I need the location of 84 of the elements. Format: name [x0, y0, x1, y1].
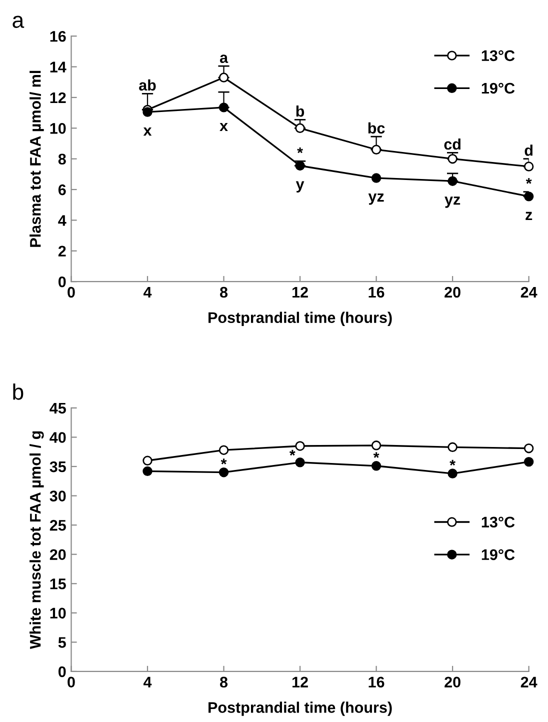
y-tick-label: 14: [50, 62, 66, 72]
point: [142, 456, 152, 466]
x-tick-label: 8: [220, 286, 228, 298]
x-axis-title: Postprandial time (hours): [208, 312, 392, 326]
point: [524, 456, 534, 467]
y-tick-label: 45: [50, 402, 66, 414]
y-tick-label: 10: [50, 123, 66, 134]
point: [218, 72, 229, 82]
annotation: x: [143, 128, 152, 136]
point: [295, 441, 305, 451]
y-tick-label: 4: [58, 215, 66, 226]
y-tick-label: 16: [50, 30, 66, 42]
annotation: *: [220, 458, 227, 464]
point: [295, 160, 305, 171]
annotation: *: [526, 178, 532, 184]
annotation: a: [220, 54, 228, 63]
y-tick-label: 0: [58, 666, 66, 678]
annotation: bc: [368, 122, 385, 134]
y-tick-label: 2: [58, 246, 66, 256]
y-axis-title: White muscle tot FAA µmol / g: [30, 431, 44, 650]
legend-label: 13°C: [482, 50, 515, 62]
legend-label: 13°C: [482, 516, 515, 528]
y-tick-label: 30: [50, 490, 66, 502]
x-axis-title: Postprandial time (hours): [208, 702, 392, 716]
y-tick-label: 5: [58, 637, 66, 648]
annotation: x: [220, 122, 228, 132]
point: [448, 176, 458, 186]
point: [524, 443, 534, 454]
point: [371, 144, 382, 154]
legend-label: 19°C: [482, 549, 515, 560]
x-tick-label: 12: [292, 676, 308, 688]
x-tick-label: 24: [520, 286, 538, 298]
point: [218, 445, 229, 455]
annotation: d: [524, 144, 532, 156]
y-tick-label: 10: [50, 608, 66, 619]
annotation: y: [296, 181, 304, 192]
point: [371, 440, 382, 450]
annotation: yz: [444, 196, 460, 208]
annotation: *: [297, 147, 303, 154]
point: [371, 461, 382, 471]
chart-title: a: [12, 16, 24, 28]
point: [218, 467, 229, 478]
annotation: *: [373, 452, 380, 458]
y-tick-label: 6: [58, 184, 66, 196]
point: [295, 458, 305, 468]
x-tick-label: 16: [368, 286, 384, 298]
point: [524, 162, 534, 172]
legend-label: 19°C: [482, 82, 515, 94]
x-tick-label: 8: [220, 676, 228, 688]
x-tick-label: 24: [520, 676, 538, 688]
y-tick-label: 8: [58, 154, 66, 165]
point: [371, 173, 382, 183]
chart-title: b: [13, 383, 24, 400]
y-tick-label: 40: [50, 432, 66, 443]
annotation: z: [526, 212, 532, 220]
point: [448, 468, 458, 478]
point: [218, 102, 229, 112]
x-tick-label: 16: [368, 676, 384, 688]
point: [142, 466, 152, 476]
x-tick-label: 4: [143, 287, 152, 298]
point: [524, 192, 534, 202]
point: [142, 107, 152, 117]
annotation: b: [296, 105, 304, 117]
y-tick-label: 35: [50, 461, 66, 472]
point: [448, 442, 458, 452]
y-axis-title: Plasma tot FAA µmol/ ml: [30, 70, 44, 247]
annotation: yz: [368, 194, 384, 205]
point: [448, 154, 458, 164]
y-tick-label: 0: [58, 276, 66, 288]
x-tick-label: 0: [68, 676, 75, 688]
x-tick-label: 0: [68, 286, 75, 298]
annotation: cd: [444, 138, 460, 150]
y-tick-label: 20: [50, 549, 66, 560]
y-tick-label: 15: [50, 578, 66, 590]
point: [295, 123, 305, 134]
x-tick-label: 20: [444, 286, 460, 298]
annotation: *: [289, 450, 296, 456]
y-tick-label: 12: [50, 92, 66, 104]
annotation: *: [450, 460, 456, 466]
y-tick-label: 25: [50, 520, 66, 531]
x-tick-label: 4: [143, 676, 152, 688]
x-tick-label: 20: [444, 676, 460, 688]
annotation: ab: [139, 79, 156, 91]
x-tick-label: 12: [292, 286, 308, 298]
